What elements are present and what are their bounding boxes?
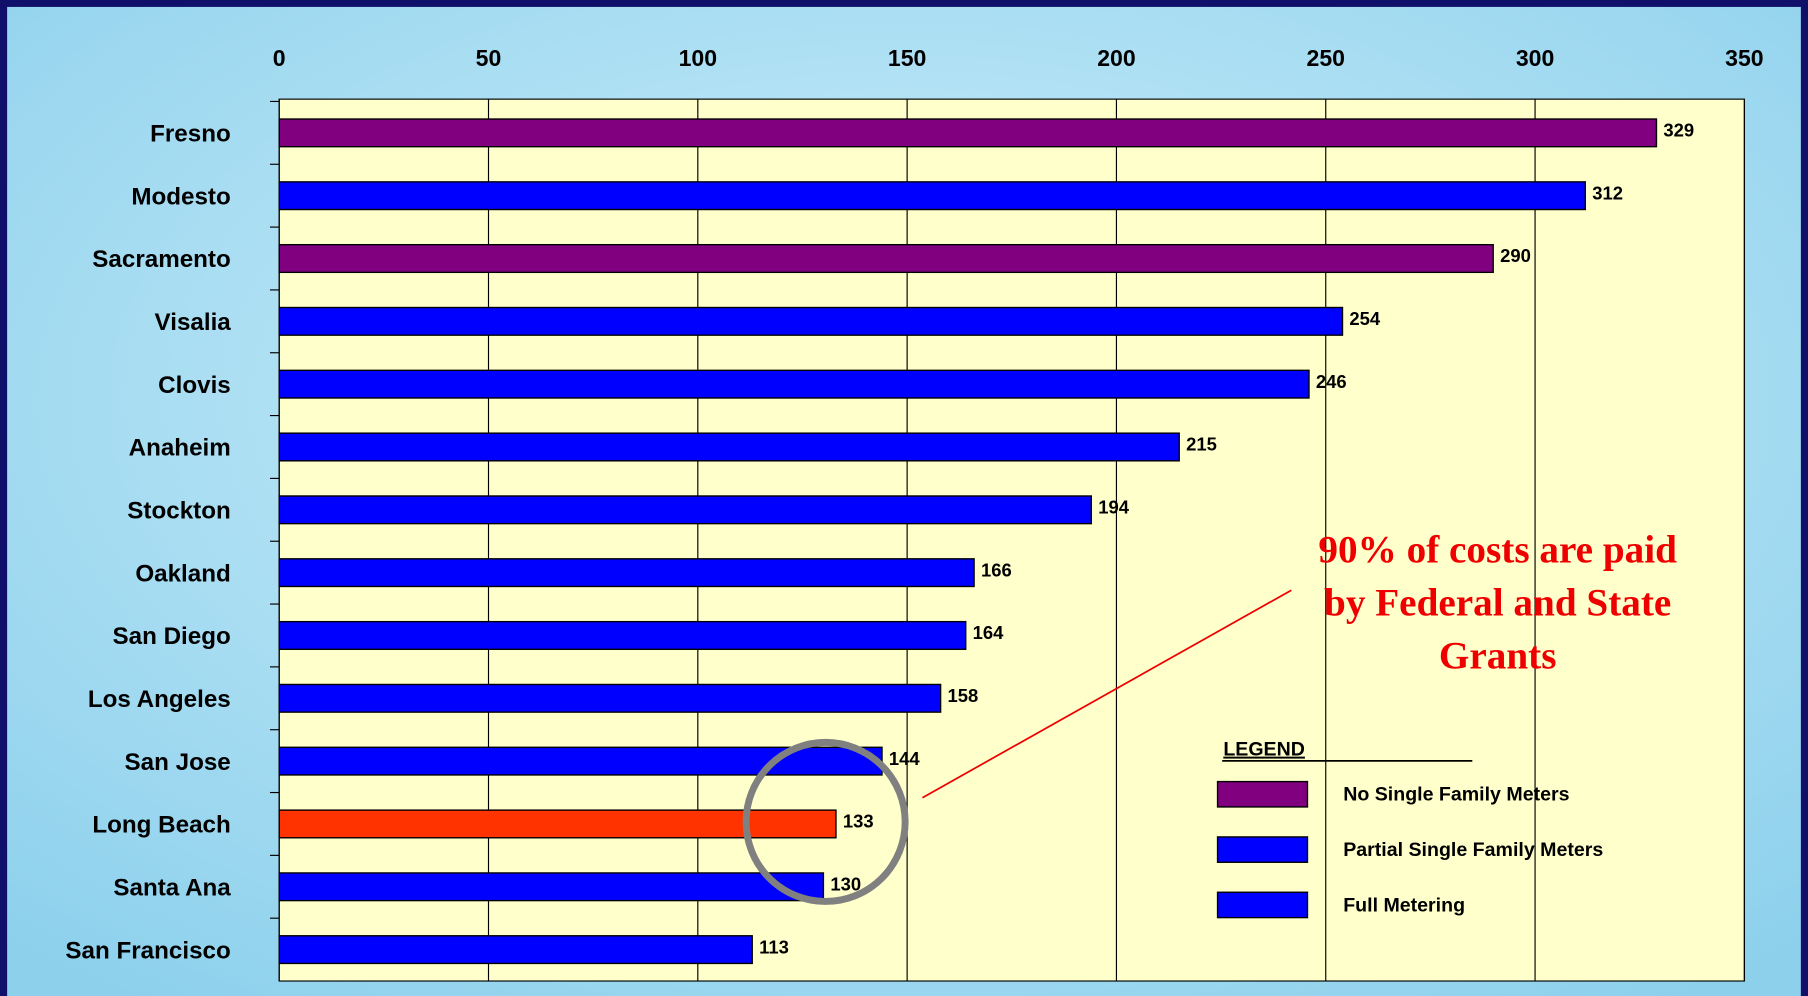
- annotation: by Federal and State: [1324, 581, 1671, 624]
- y-tick-label: Clovis: [158, 372, 231, 399]
- bar: [278, 683, 942, 713]
- x-tick-label: 150: [888, 45, 926, 71]
- x-tick-label: 250: [1307, 45, 1345, 71]
- y-tick-label: Visalia: [155, 309, 232, 336]
- bar: [278, 935, 753, 965]
- x-tick-label: 50: [476, 45, 502, 71]
- annotation: Grants: [1439, 634, 1557, 677]
- value-label: 312: [1592, 182, 1623, 203]
- bar: [278, 872, 825, 902]
- value-label: 166: [981, 559, 1012, 580]
- bar: [278, 369, 1310, 399]
- annotation: 90% of costs are paid: [1318, 528, 1677, 571]
- y-tick-label: San Jose: [125, 749, 231, 776]
- callout-line: [922, 589, 1292, 799]
- y-tick-label: Long Beach: [92, 812, 230, 839]
- bar: [278, 118, 1658, 148]
- y-tick-label: San Diego: [112, 623, 230, 650]
- value-label: 130: [830, 873, 861, 894]
- value-label: 133: [843, 811, 874, 832]
- bar: [278, 558, 975, 588]
- y-tick-label: Fresno: [150, 121, 231, 148]
- y-tick-label: Los Angeles: [88, 686, 231, 713]
- value-label: 144: [889, 748, 921, 769]
- legend-swatch: [1216, 836, 1309, 863]
- bar: [278, 809, 837, 839]
- y-tick-label: San Francisco: [65, 937, 230, 964]
- legend-label: Partial Single Family Meters: [1343, 839, 1603, 861]
- legend-label: Full Metering: [1343, 894, 1465, 916]
- x-tick-label: 100: [679, 45, 717, 71]
- x-tick-label: 350: [1725, 45, 1763, 71]
- y-tick-label: Anaheim: [129, 435, 231, 462]
- value-label: 254: [1349, 308, 1381, 329]
- y-tick-label: Oakland: [135, 560, 230, 587]
- bar: [278, 243, 1494, 274]
- value-label: 194: [1098, 497, 1130, 518]
- value-label: 215: [1186, 434, 1217, 455]
- y-tick-label: Santa Ana: [113, 874, 231, 901]
- value-label: 329: [1663, 120, 1694, 141]
- x-tick-label: 300: [1516, 45, 1554, 71]
- highlight-circle: [742, 738, 909, 905]
- value-label: 158: [948, 685, 979, 706]
- legend-swatch: [1216, 891, 1309, 919]
- value-label: 246: [1316, 371, 1347, 392]
- legend-swatch: [1216, 780, 1309, 808]
- bar: [278, 181, 1586, 211]
- legend-title: LEGEND: [1223, 739, 1305, 761]
- y-tick-label: Stockton: [127, 498, 230, 525]
- bar: [278, 495, 1093, 525]
- y-tick-label: Modesto: [131, 183, 230, 210]
- y-tick-label: Sacramento: [92, 246, 230, 273]
- x-tick-label: 0: [273, 45, 286, 71]
- value-label: 164: [973, 622, 1005, 643]
- legend-label: No Single Family Meters: [1343, 784, 1569, 806]
- value-label: 290: [1500, 245, 1531, 266]
- bar: [278, 620, 967, 650]
- x-tick-label: 200: [1097, 45, 1135, 71]
- value-label: 113: [759, 936, 789, 957]
- bar: [278, 432, 1180, 462]
- bar: [278, 306, 1344, 336]
